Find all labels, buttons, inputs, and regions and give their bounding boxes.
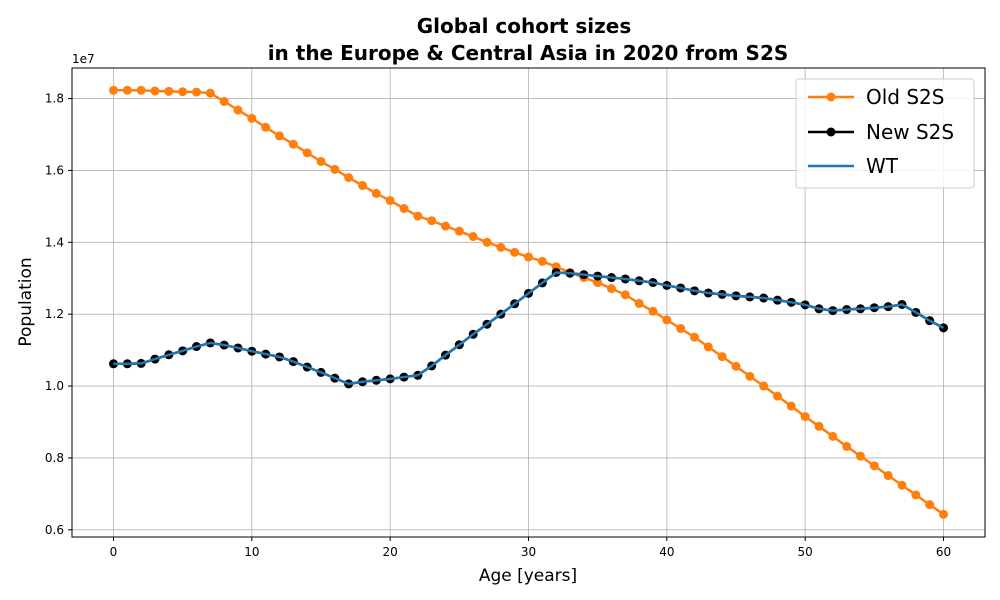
y-axis-label: Population — [16, 257, 36, 346]
data-point-old-s2s — [164, 86, 174, 96]
data-point-old-s2s — [690, 332, 699, 342]
x-ticks: 0 10 20 30 40 50 60 — [110, 537, 951, 559]
y-tick-label: 1.8 — [45, 92, 64, 106]
data-point-old-s2s — [454, 226, 464, 236]
legend-marker-new-s2s — [826, 127, 836, 137]
y-tick-label: 1.2 — [45, 307, 64, 321]
data-point-old-s2s — [524, 252, 533, 262]
y-tick-label: 0.6 — [45, 523, 64, 537]
data-point-old-s2s — [385, 196, 395, 206]
series-line-wt — [113, 271, 945, 386]
data-point-old-s2s — [233, 105, 243, 115]
data-point-old-s2s — [814, 421, 824, 431]
data-point-old-s2s — [911, 490, 921, 500]
data-point-old-s2s — [510, 247, 520, 257]
data-point-old-s2s — [261, 122, 271, 132]
y-offset-label: 1e7 — [72, 52, 95, 66]
chart-title-line-1: Global cohort sizes — [417, 14, 631, 38]
x-tick-label: 40 — [659, 545, 674, 559]
data-point-old-s2s — [344, 173, 354, 183]
chart-title-line-2: in the Europe & Central Asia in 2020 fro… — [268, 41, 789, 65]
x-tick-label: 50 — [798, 545, 813, 559]
y-tick-label: 1.0 — [45, 379, 64, 393]
x-tick-label: 60 — [936, 545, 951, 559]
legend-marker-old-s2s — [826, 92, 836, 102]
data-point-old-s2s — [496, 242, 506, 252]
data-point-old-s2s — [648, 306, 658, 316]
x-tick-label: 30 — [521, 545, 536, 559]
legend: Old S2S New S2S WT — [795, 78, 975, 189]
data-point-old-s2s — [717, 352, 727, 362]
data-point-old-s2s — [275, 131, 284, 141]
data-point-old-s2s — [178, 87, 188, 97]
data-point-old-s2s — [676, 324, 686, 334]
y-ticks: 0.6 0.8 1.0 1.2 1.4 1.6 1.8 — [45, 92, 72, 537]
legend-label-new-s2s: New S2S — [866, 120, 954, 144]
data-point-old-s2s — [897, 480, 907, 490]
data-point-old-s2s — [482, 237, 492, 247]
legend-box — [795, 78, 975, 189]
data-point-old-s2s — [828, 431, 838, 441]
data-point-old-s2s — [205, 88, 215, 98]
data-point-old-s2s — [856, 451, 865, 461]
data-point-old-s2s — [773, 391, 782, 401]
data-point-old-s2s — [939, 509, 948, 519]
data-point-old-s2s — [869, 461, 879, 471]
data-point-old-s2s — [371, 188, 381, 198]
data-point-old-s2s — [731, 361, 741, 371]
x-axis-label: Age [years] — [479, 566, 577, 586]
x-tick-label: 0 — [110, 545, 118, 559]
data-point-old-s2s — [441, 221, 450, 231]
data-point-old-s2s — [219, 96, 229, 106]
series-layer — [109, 85, 948, 519]
data-point-old-s2s — [537, 256, 547, 266]
data-point-old-s2s — [330, 164, 340, 174]
data-point-old-s2s — [358, 181, 367, 191]
data-point-old-s2s — [786, 401, 796, 411]
data-point-old-s2s — [302, 148, 312, 158]
data-point-old-s2s — [703, 342, 713, 352]
data-point-old-s2s — [136, 85, 146, 95]
data-point-old-s2s — [634, 298, 644, 308]
data-point-old-s2s — [399, 204, 409, 214]
data-point-old-s2s — [468, 232, 478, 242]
series-wt — [113, 271, 945, 386]
data-point-old-s2s — [620, 290, 630, 300]
data-point-old-s2s — [150, 86, 160, 96]
data-point-old-s2s — [427, 216, 437, 226]
series-old-s2s — [109, 85, 948, 519]
data-point-old-s2s — [247, 113, 257, 123]
y-tick-label: 1.6 — [45, 163, 64, 177]
x-tick-label: 10 — [244, 545, 259, 559]
data-point-old-s2s — [800, 412, 810, 422]
data-point-old-s2s — [413, 211, 423, 221]
y-tick-label: 1.4 — [45, 235, 64, 249]
data-point-old-s2s — [883, 471, 893, 481]
y-tick-label: 0.8 — [45, 451, 64, 465]
data-point-old-s2s — [925, 500, 935, 510]
data-point-old-s2s — [759, 381, 769, 391]
x-tick-label: 20 — [383, 545, 398, 559]
data-point-old-s2s — [109, 85, 118, 95]
data-point-old-s2s — [842, 441, 852, 451]
legend-label-old-s2s: Old S2S — [866, 85, 944, 109]
data-point-old-s2s — [122, 85, 132, 95]
legend-label-wt: WT — [866, 154, 899, 178]
data-point-old-s2s — [593, 278, 603, 288]
data-point-old-s2s — [192, 87, 201, 97]
data-point-old-s2s — [316, 156, 326, 166]
data-point-old-s2s — [745, 371, 755, 381]
data-point-old-s2s — [662, 315, 672, 325]
data-point-old-s2s — [288, 139, 298, 149]
data-point-old-s2s — [607, 284, 616, 294]
